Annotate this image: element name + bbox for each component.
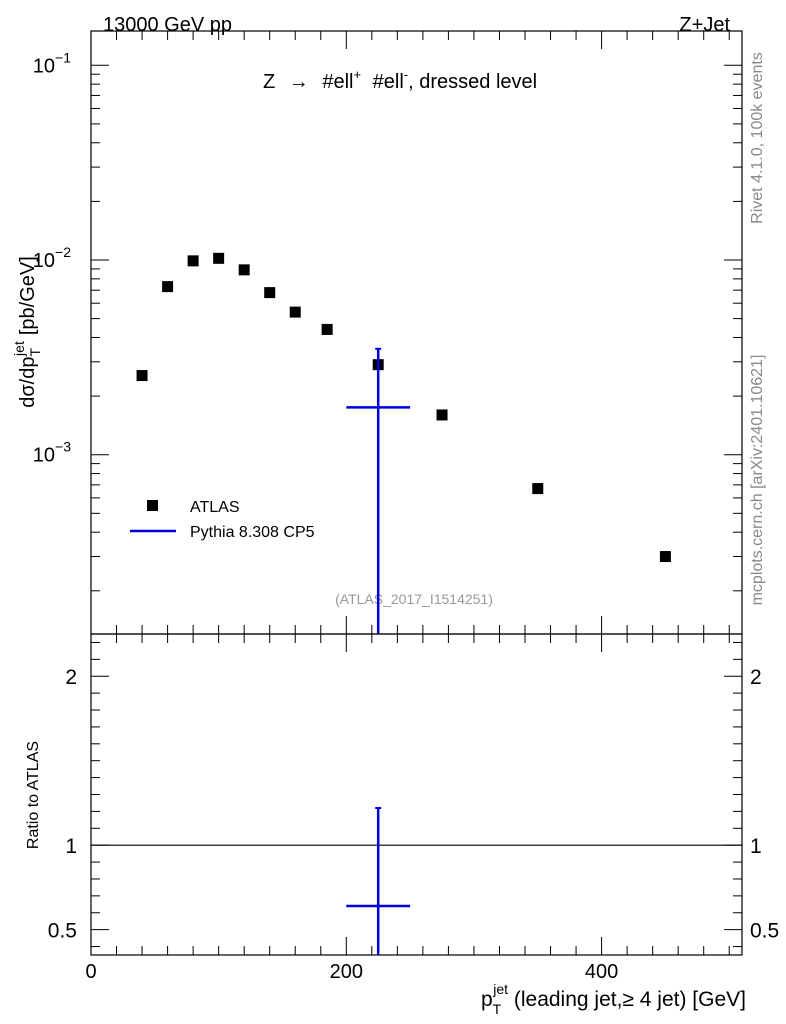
atlas-data-point <box>136 370 148 382</box>
legend-pythia-label: Pythia 8.308 CP5 <box>190 524 315 541</box>
ratio-y-tick-labels: 0.5 0.5 1 1 2 2 <box>48 666 779 942</box>
process-label: Z+Jet <box>679 14 730 36</box>
ratio-y-tick-label-right: 2 <box>750 666 762 689</box>
atlas-data-point <box>238 264 250 276</box>
atlas-data-point <box>659 551 671 563</box>
atlas-data-point <box>289 306 301 318</box>
atlas-data-point <box>532 483 544 495</box>
main-series <box>136 252 671 634</box>
atlas-data-point <box>264 287 276 299</box>
ratio-panel-frame <box>90 633 743 956</box>
main-y-axis-label: dσ/dpTjet[pb/GeV] <box>11 256 43 408</box>
main-y-tick-labels: 10−1 10−2 10−3 <box>33 49 71 466</box>
ratio-axis-ticks <box>90 634 742 955</box>
main-y-tick-label: 10−2 <box>33 244 71 272</box>
atlas-data-point <box>162 281 174 293</box>
main-y-tick-label: 10−1 <box>33 49 71 77</box>
ratio-y-tick-label: 0.5 <box>48 920 77 943</box>
atlas-data-point <box>436 409 448 421</box>
x-tick-label: 0 <box>85 961 96 983</box>
x-tick-label: 400 <box>585 961 618 983</box>
atlas-data-point <box>187 255 199 267</box>
plot-title: Z → #ell+ #ell-, dressed level <box>263 62 537 93</box>
main-y-tick-label: 10−3 <box>33 439 71 467</box>
main-axis-ticks <box>90 31 742 634</box>
ratio-y-axis-label: Ratio to ATLAS <box>25 741 42 849</box>
ratio-series <box>346 807 411 955</box>
legend-atlas-marker <box>147 500 158 511</box>
ratio-y-tick-label-right: 1 <box>750 835 762 858</box>
analysis-id-label: (ATLAS_2017_I1514251) <box>335 591 493 607</box>
ratio-y-tick-label-right: 0.5 <box>750 920 779 943</box>
rivet-version-label: Rivet 4.1.0, 100k events <box>749 52 766 224</box>
source-label: mcplots.cern.ch [arXiv:2401.10621] <box>749 355 766 606</box>
x-tick-label: 200 <box>330 961 363 983</box>
ratio-y-tick-label: 2 <box>65 666 77 689</box>
main-panel-frame <box>90 30 743 635</box>
legend-atlas-label: ATLAS <box>190 499 240 516</box>
legend: ATLAS Pythia 8.308 CP5 <box>130 499 315 541</box>
atlas-data-point <box>321 323 333 335</box>
atlas-data-point <box>213 252 225 264</box>
ratio-y-tick-label: 1 <box>65 835 77 858</box>
x-axis-label: pTjet (leading jet,≥ 4 jet) [GeV] <box>481 981 746 1017</box>
ratio-x-tick-labels: 0 200 400 <box>85 961 618 983</box>
